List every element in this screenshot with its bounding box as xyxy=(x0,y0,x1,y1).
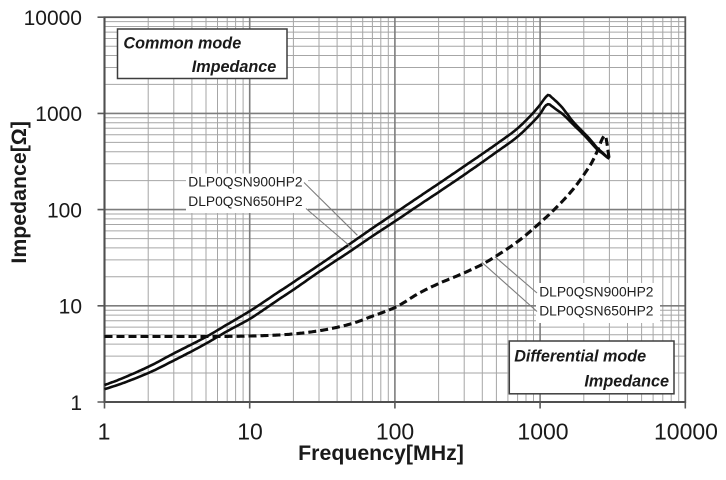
svg-text:100: 100 xyxy=(376,419,414,445)
svg-text:10: 10 xyxy=(59,296,82,319)
svg-text:100: 100 xyxy=(47,199,82,222)
svg-text:Impedance: Impedance xyxy=(584,372,669,390)
svg-text:10000: 10000 xyxy=(24,7,82,30)
svg-text:10: 10 xyxy=(237,419,263,445)
svg-text:DLP0QSN900HP2: DLP0QSN900HP2 xyxy=(188,174,302,189)
svg-text:1000: 1000 xyxy=(35,103,82,126)
svg-text:1: 1 xyxy=(98,419,111,445)
svg-text:1000: 1000 xyxy=(517,419,568,445)
svg-text:Impedance[Ω]: Impedance[Ω] xyxy=(7,121,31,264)
svg-text:DLP0QSN650HP2: DLP0QSN650HP2 xyxy=(188,194,302,209)
svg-text:1: 1 xyxy=(70,392,82,415)
svg-text:DLP0QSN900HP2: DLP0QSN900HP2 xyxy=(539,285,653,300)
svg-text:Common mode: Common mode xyxy=(123,35,241,53)
svg-text:Differential mode: Differential mode xyxy=(514,348,646,366)
svg-text:Impedance: Impedance xyxy=(192,58,277,76)
svg-text:DLP0QSN650HP2: DLP0QSN650HP2 xyxy=(539,304,653,319)
svg-text:10000: 10000 xyxy=(654,419,718,445)
svg-text:Frequency[MHz]: Frequency[MHz] xyxy=(298,441,464,465)
